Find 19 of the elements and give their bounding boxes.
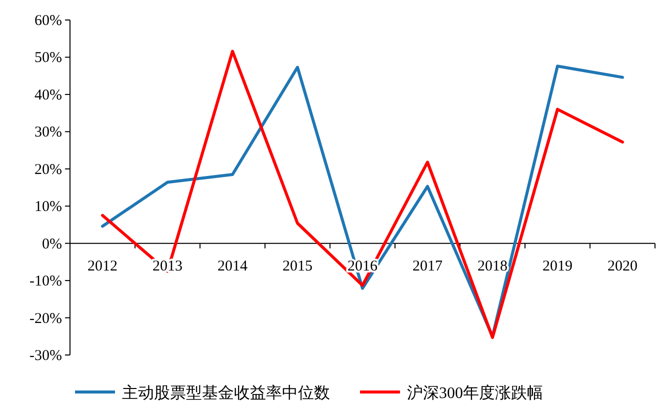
- y-tick-label: -30%: [30, 348, 62, 364]
- y-tick-label: -20%: [30, 310, 62, 327]
- y-tick-label: 20%: [34, 162, 62, 178]
- y-tick-label: 50%: [34, 50, 62, 66]
- x-tick-label: 2019: [542, 258, 572, 274]
- x-tick-label: 2014: [218, 258, 248, 274]
- x-tick-label: 2018: [478, 258, 508, 274]
- y-tick-label: 0%: [42, 236, 62, 252]
- y-tick-label: 40%: [34, 87, 62, 104]
- y-tick-label: 10%: [34, 199, 62, 216]
- y-tick-label: -10%: [30, 274, 62, 290]
- x-tick-label: 2012: [88, 258, 118, 274]
- x-tick-label: 2020: [608, 258, 638, 274]
- y-tick-label: 30%: [34, 124, 62, 141]
- legend-label: 沪深300年度涨跌幅: [407, 384, 543, 402]
- x-tick-label: 2015: [282, 258, 312, 274]
- x-tick-label: 2017: [412, 258, 443, 274]
- y-tick-label: 60%: [34, 13, 62, 29]
- legend-label: 主动股票型基金收益率中位数: [122, 384, 330, 402]
